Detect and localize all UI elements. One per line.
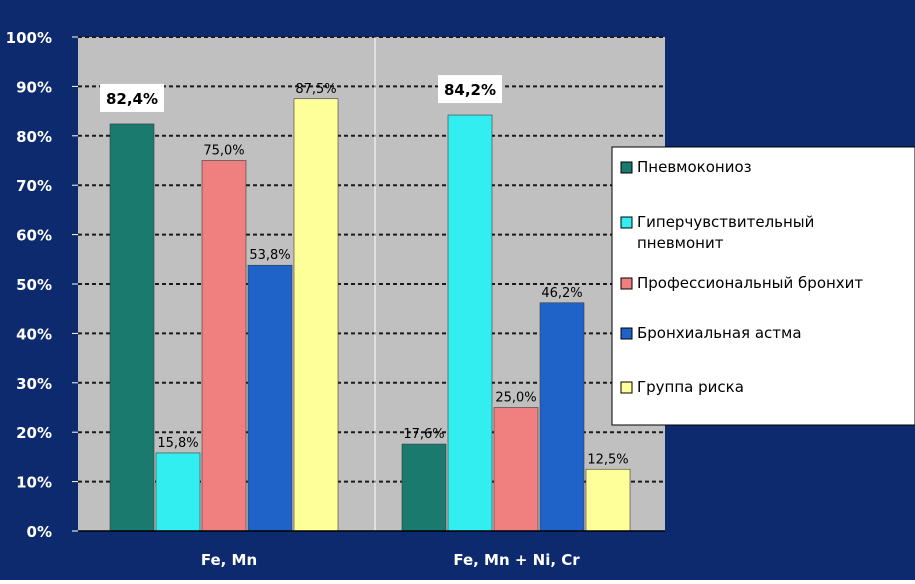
data-label: 84,2%: [444, 81, 496, 99]
y-tick-label: 60%: [16, 227, 52, 245]
data-label: 82,4%: [106, 90, 158, 108]
legend-label: Профессиональный бронхит: [637, 274, 863, 292]
data-label-box: [100, 83, 164, 112]
y-tick-label: 20%: [16, 424, 52, 442]
legend-label: Пневмокониоз: [637, 158, 752, 176]
bar: [293, 98, 339, 532]
bar: [493, 407, 539, 532]
y-tick-label: 30%: [16, 375, 52, 393]
y-tick-label: 80%: [16, 128, 52, 146]
legend-swatch: [620, 216, 633, 229]
legend-label: Гиперчувствительный пневмонит: [637, 213, 814, 252]
data-label: 53,8%: [249, 248, 290, 263]
y-tick-label: 10%: [16, 474, 52, 492]
bar: [585, 468, 631, 532]
legend-swatch: [620, 381, 633, 394]
legend-swatch: [620, 161, 633, 174]
bar: [247, 264, 293, 532]
bar: [401, 443, 447, 532]
y-tick-label: 0%: [27, 523, 52, 541]
legend-box: [611, 146, 915, 426]
y-tick-label: 40%: [16, 325, 52, 343]
bar: [539, 302, 585, 532]
data-label-box: [438, 75, 502, 104]
data-label: 12,5%: [587, 452, 628, 467]
data-label: 17,6%: [403, 427, 444, 442]
y-tick-label: 70%: [16, 177, 52, 195]
y-tick-label: 50%: [16, 276, 52, 294]
legend-label: Бронхиальная астма: [637, 324, 802, 342]
bar: [155, 452, 201, 532]
bar: [109, 123, 155, 532]
bar: [447, 114, 493, 532]
data-label: 87,5%: [295, 82, 336, 97]
x-tick-label: Fe, Mn: [201, 551, 257, 569]
y-tick-label: 100%: [6, 29, 52, 47]
data-label: 75,0%: [203, 144, 244, 159]
data-label: 15,8%: [157, 436, 198, 451]
data-label: 46,2%: [541, 286, 582, 301]
legend-label: Группа риска: [637, 378, 744, 396]
y-tick-label: 90%: [16, 78, 52, 96]
legend-swatch: [620, 277, 633, 290]
bar: [201, 160, 247, 532]
x-tick-label: Fe, Mn + Ni, Cr: [453, 551, 580, 569]
data-label: 25,0%: [495, 391, 536, 406]
legend-swatch: [620, 327, 633, 340]
